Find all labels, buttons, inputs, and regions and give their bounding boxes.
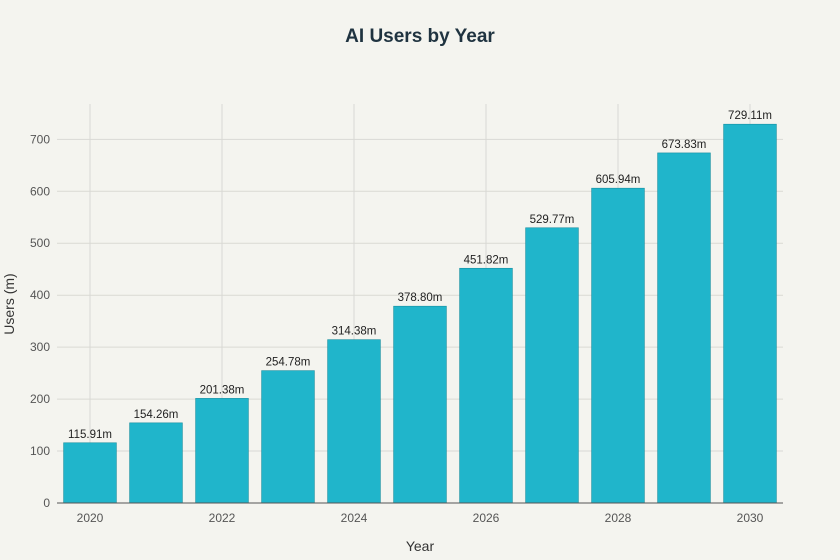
data-label-2020: 115.91m xyxy=(68,429,112,441)
x-axis-title: Year xyxy=(406,538,435,554)
data-label-2029: 673.83m xyxy=(662,139,707,151)
bar-2027 xyxy=(525,227,579,504)
bar-2030 xyxy=(723,123,777,504)
y-tick-label-700: 700 xyxy=(30,132,50,146)
bar-2021 xyxy=(129,422,183,504)
bar-2020 xyxy=(63,442,117,504)
y-tick-label-200: 200 xyxy=(30,392,50,406)
bar-2024 xyxy=(327,339,381,504)
y-axis-title: Users (m) xyxy=(1,273,17,334)
chart-title: AI Users by Year xyxy=(345,26,495,47)
bar-2022 xyxy=(195,398,249,504)
x-tick-label-2024: 2024 xyxy=(341,511,368,525)
y-tick-label-300: 300 xyxy=(30,340,50,354)
bars xyxy=(63,123,777,504)
data-label-2023: 254.78m xyxy=(266,357,311,369)
data-label-2027: 529.77m xyxy=(530,214,575,226)
y-tick-label-100: 100 xyxy=(30,444,50,458)
bar-2025 xyxy=(393,305,447,504)
y-tick-label-600: 600 xyxy=(30,184,50,198)
y-tick-label-500: 500 xyxy=(30,236,50,250)
bar-2023 xyxy=(261,370,315,504)
data-label-2021: 154.26m xyxy=(134,409,179,421)
x-tick-label-2022: 2022 xyxy=(209,511,236,525)
data-label-2028: 605.94m xyxy=(596,174,641,186)
data-label-2024: 314.38m xyxy=(332,326,377,338)
x-tick-labels: 2020 2022 2024 2026 2028 2030 xyxy=(77,511,764,525)
data-label-2026: 451.82m xyxy=(464,254,509,266)
bar-2028 xyxy=(591,187,645,504)
bar-2029 xyxy=(657,152,711,504)
x-tick-label-2028: 2028 xyxy=(605,511,632,525)
y-tick-label-0: 0 xyxy=(43,496,50,510)
y-tick-labels: 0 100 200 300 400 500 600 700 xyxy=(30,132,50,510)
x-tick-label-2030: 2030 xyxy=(737,511,764,525)
x-tick-label-2020: 2020 xyxy=(77,511,104,525)
data-labels: 115.91m 154.26m 201.38m 254.78m 314.38m 378.8… xyxy=(68,110,772,441)
bar-2026 xyxy=(459,267,513,504)
x-tick-label-2026: 2026 xyxy=(473,511,500,525)
data-label-2022: 201.38m xyxy=(200,384,245,396)
data-label-2030: 729.11m xyxy=(728,110,772,122)
data-label-2025: 378.80m xyxy=(398,292,443,304)
y-tick-label-400: 400 xyxy=(30,288,50,302)
